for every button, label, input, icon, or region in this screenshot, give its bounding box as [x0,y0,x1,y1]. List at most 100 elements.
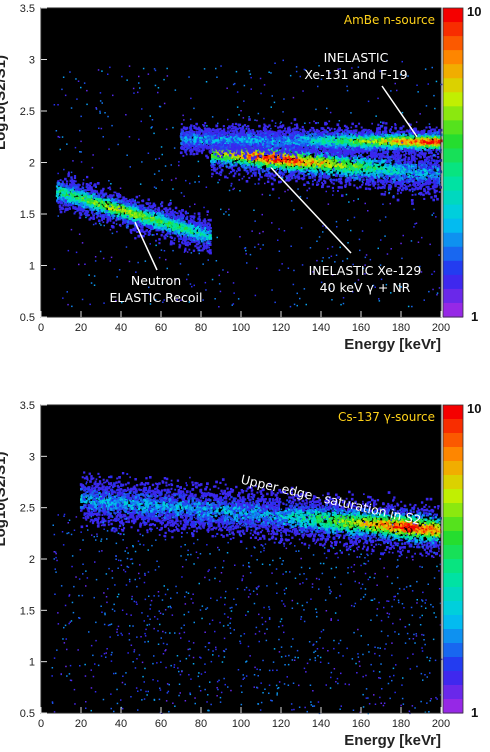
heatmap-cell [141,204,144,207]
heatmap-cell [107,207,111,210]
heatmap-cell [100,215,103,218]
heatmap-cell [336,156,340,160]
heatmap-cell [165,210,168,213]
heatmap-cell [98,210,101,213]
heatmap-cell [232,154,235,157]
heatmap-cell [408,171,411,174]
heatmap-cell [235,170,238,173]
heatmap-cell [219,128,222,131]
heatmap-cell [112,194,115,197]
heatmap-cell [202,223,205,227]
heatmap-cell [406,168,410,172]
heatmap-cell [60,184,63,187]
heatmap-cell [187,224,191,227]
heatmap-cell [149,206,152,209]
heatmap-cell [241,157,244,160]
heatmap-cell [294,175,297,179]
heatmap-cell [361,174,365,178]
heatmap-cell [185,234,188,237]
heatmap-cell [337,167,340,170]
heatmap-cell [184,224,187,227]
heatmap-cell [90,211,94,214]
heatmap-cell [57,180,60,183]
heatmap-cell [188,238,191,241]
heatmap-cell [381,175,383,178]
heatmap-cell [287,176,290,179]
heatmap-cell [70,197,73,199]
heatmap-cell [240,150,243,153]
heatmap-cell [282,168,286,172]
heatmap-cell [295,170,298,173]
heatmap-cell [197,212,201,216]
heatmap-cell [116,200,120,203]
heatmap-cell [68,195,70,198]
heatmap-cell [427,190,430,193]
heatmap-cell [145,209,148,212]
heatmap-cell [367,183,370,186]
heatmap-cell [160,204,164,208]
heatmap-cell [129,212,133,215]
heatmap-cell [197,223,200,226]
heatmap-cell [218,158,221,161]
heatmap-cell [331,171,333,174]
heatmap-cell [296,175,300,179]
heatmap-cell [89,182,92,185]
heatmap-cell [73,175,77,178]
heatmap-cell [375,160,378,163]
heatmap-cell [270,158,272,161]
heatmap-cell [69,204,71,207]
heatmap-cell [396,174,399,177]
heatmap-cell [133,223,136,226]
heatmap-cell [169,222,172,225]
heatmap-cell [151,213,154,216]
heatmap-cell [334,155,338,159]
heatmap-cell [425,172,427,175]
heatmap-cell [387,180,390,183]
heatmap-cell [194,233,198,237]
heatmap-cell [376,160,379,163]
heatmap-cell [106,205,109,208]
heatmap-cell [91,199,94,202]
heatmap-cell [72,179,76,183]
heatmap-cell [201,224,204,227]
heatmap-cell [275,164,277,166]
heatmap-cell [323,172,326,175]
heatmap-cell [126,212,128,214]
heatmap-cell [428,170,431,173]
heatmap-cell [100,209,103,212]
heatmap-cell [236,160,240,164]
heatmap-cell [80,202,83,205]
heatmap-cell [203,225,205,228]
heatmap-cell [439,175,442,178]
heatmap-cell [145,225,148,228]
heatmap-cell [327,172,331,176]
heatmap-cell [392,171,396,174]
heatmap-cell [182,237,185,239]
heatmap-cell [208,236,211,239]
heatmap-cell [367,187,370,190]
heatmap-cell [97,204,101,207]
heatmap-cell [261,158,263,161]
heatmap-cell [311,171,314,174]
heatmap-cell [153,204,157,207]
heatmap-cell [377,168,380,172]
heatmap-cell [256,157,259,160]
heatmap-cell [60,188,62,190]
heatmap-cell [66,200,69,203]
heatmap-cell [407,166,410,169]
heatmap-cell [110,200,114,203]
heatmap-cell [102,198,106,202]
heatmap-cell [435,189,438,193]
heatmap-cell [82,182,85,185]
heatmap-cell [412,155,416,159]
heatmap-cell [243,168,246,171]
heatmap-cell [124,202,127,205]
heatmap-cell [138,216,141,219]
heatmap-cell [218,153,222,156]
heatmap-cell [172,242,176,245]
heatmap-cell [338,180,340,183]
heatmap-cell [378,171,382,175]
heatmap-cell [434,154,437,157]
heatmap-panel-ambe: 0 20 40 60 80 100 120 140 160 180 200 0.5 1 1.5 2 2.5 3 3… [0,0,490,370]
heatmap-cell [325,171,328,174]
